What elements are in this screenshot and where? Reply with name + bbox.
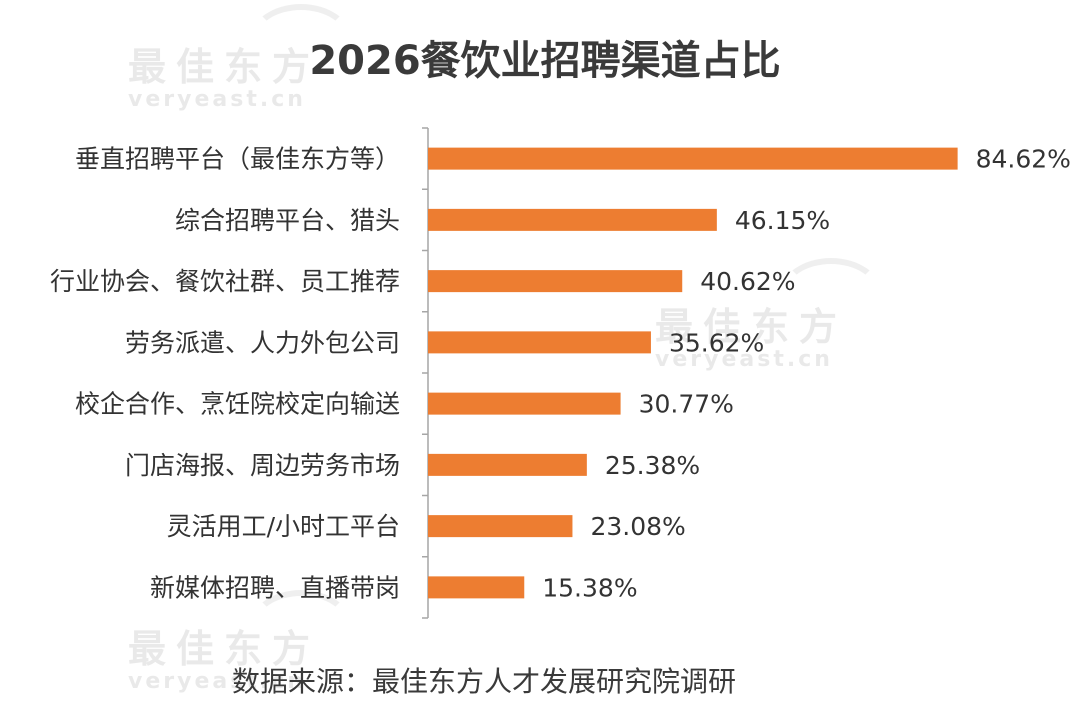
bar-5 [428,392,621,415]
bar-3 [428,270,683,293]
value-label: 25.38% [605,451,700,480]
bar-1 [428,147,958,170]
category-label: 综合招聘平台、猎头 [175,206,400,235]
watermark-swoosh [250,590,352,662]
value-label: 23.08% [590,512,685,541]
bar-4 [428,331,651,354]
watermark-swoosh [250,4,352,76]
value-label: 30.77% [639,390,734,419]
category-label: 劳务派遣、人力外包公司 [125,328,400,357]
category-label: 行业协会、餐饮社群、员工推荐 [50,267,400,296]
value-label: 35.62% [669,328,764,357]
value-label: 46.15% [735,206,830,235]
bar-6 [428,453,587,476]
chart-title: 2026餐饮业招聘渠道占比 [309,38,781,84]
bar-7 [428,515,573,538]
value-label: 84.62% [976,145,1071,174]
category-label: 门店海报、周边劳务市场 [125,451,400,480]
category-label: 垂直招聘平台（最佳东方等） [75,145,400,174]
value-label: 40.62% [700,267,795,296]
value-label: 15.38% [542,573,637,602]
category-label: 校企合作、烹饪院校定向输送 [75,390,400,419]
bar-2 [428,208,717,231]
data-source-note: 数据来源：最佳东方人才发展研究院调研 [231,665,736,698]
category-label: 新媒体招聘、直播带岗 [150,573,400,602]
category-label: 灵活用工/小时工平台 [167,512,400,541]
watermark-swoosh [780,258,882,330]
bar-8 [428,576,525,599]
